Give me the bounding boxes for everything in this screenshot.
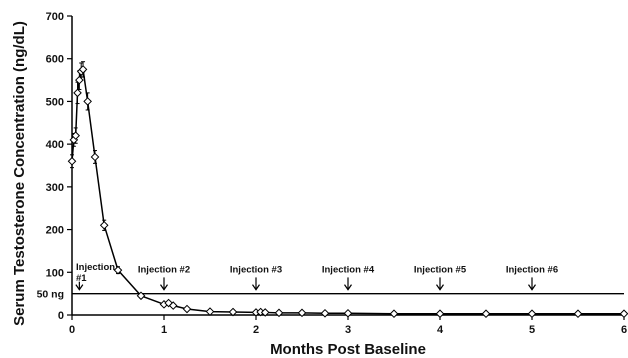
- injection-label: Injection #3: [230, 264, 282, 275]
- injection-arrow-head: [252, 284, 260, 291]
- data-point-diamond: [481, 309, 491, 319]
- injection-label: Injection: [76, 262, 115, 273]
- x-tick-label: 5: [529, 324, 535, 336]
- data-point-diamond: [205, 307, 215, 316]
- injection-arrow-head: [160, 284, 168, 291]
- injection-arrow-head: [344, 284, 352, 291]
- data-point-diamond: [99, 220, 109, 230]
- y-axis-title: Serum Testosterone Concentration (ng/dL): [11, 21, 28, 326]
- data-point-diamond: [136, 291, 146, 301]
- data-point-diamond: [75, 75, 84, 85]
- injection-arrow-head: [436, 284, 444, 291]
- injection-label: Injection #2: [138, 264, 190, 275]
- series-line: [71, 68, 624, 315]
- data-point-diamond: [573, 309, 583, 319]
- data-point-diamond: [228, 307, 238, 317]
- y-tick-label: 500: [46, 96, 64, 108]
- x-tick-label: 3: [345, 324, 351, 336]
- data-point-diamond: [343, 308, 353, 318]
- x-tick-label: 2: [253, 324, 259, 336]
- series-group: [67, 61, 628, 319]
- injection-arrow-head: [75, 284, 84, 291]
- data-point-diamond: [73, 88, 82, 98]
- data-point-diamond: [320, 308, 330, 318]
- injection-arrow-head: [528, 284, 536, 291]
- injection-label: Injection #5: [414, 264, 467, 275]
- data-point-diamond: [297, 308, 307, 318]
- data-point-diamond: [527, 309, 537, 319]
- data-point-diamond: [78, 65, 88, 74]
- data-point-diamond: [389, 309, 399, 319]
- x-axis-title: Months Post Baseline: [270, 341, 426, 358]
- y-tick-label: 200: [46, 225, 64, 237]
- data-point-diamond: [83, 97, 92, 106]
- x-tick-label: 0: [69, 324, 75, 336]
- axes: 0 100 200 300 400 500 600 700 0 1 2 3 4 5 6: [46, 11, 627, 336]
- data-point-diamond: [67, 156, 77, 166]
- data-point-diamond: [619, 309, 628, 319]
- y-tick-label: 0: [58, 310, 64, 322]
- y-tick-label: 100: [46, 267, 64, 279]
- data-point-diamond: [435, 309, 445, 319]
- data-point-diamond: [90, 152, 100, 162]
- reference-line-group: 50 ng: [37, 289, 624, 301]
- y-tick-label: 400: [46, 139, 64, 151]
- x-tick-label: 1: [161, 324, 167, 336]
- data-point-diamond: [274, 308, 284, 318]
- injection-markers: Injection#1 Injection #2 Injection #3 Injec…: [75, 262, 558, 291]
- x-tick-label: 4: [437, 324, 444, 336]
- data-point-diamond: [260, 308, 270, 317]
- y-tick-label: 700: [46, 11, 64, 23]
- data-point-diamond: [113, 265, 123, 275]
- injection-label-number: #1: [76, 273, 87, 284]
- reference-line-label: 50 ng: [37, 289, 64, 301]
- data-point-diamond: [71, 131, 80, 140]
- y-tick-label: 600: [46, 54, 64, 66]
- data-point-diamond: [168, 301, 178, 310]
- y-tick-label: 300: [46, 182, 64, 194]
- injection-label: Injection #6: [506, 264, 558, 275]
- data-point-diamond: [182, 304, 192, 314]
- x-tick-label: 6: [621, 324, 627, 336]
- injection-label: Injection #4: [322, 264, 375, 275]
